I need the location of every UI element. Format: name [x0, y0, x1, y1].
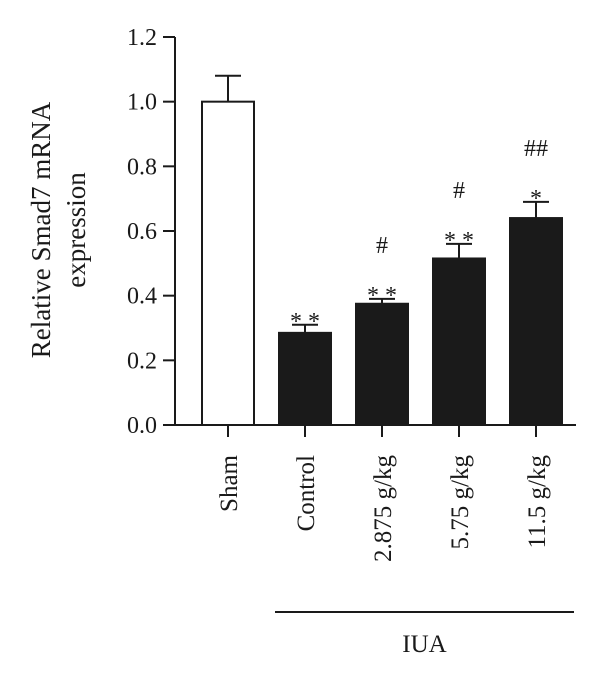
significance-mark: * *	[290, 309, 320, 335]
significance-mark: #	[453, 178, 465, 204]
y-tick-label: 0.6	[127, 219, 157, 245]
y-tick-label: 1.2	[127, 25, 157, 51]
significance-mark: * *	[367, 283, 397, 309]
x-tick-label: Control	[293, 455, 320, 531]
bar	[509, 217, 563, 426]
group-label: IUA	[402, 631, 446, 658]
x-tick-label: 2.875 g/kg	[370, 455, 397, 562]
bar	[278, 331, 332, 427]
y-axis: 0.0 0.2 0.4 0.6 0.8 1.0 1.2	[127, 25, 176, 439]
y-tick-label: 0.2	[127, 348, 157, 374]
x-tick-label: Sham	[216, 454, 243, 512]
x-tick-label: 11.5 g/kg	[524, 455, 551, 549]
y-tick-label: 1.0	[127, 90, 157, 116]
x-axis: Sham Control 2.875 g/kg 5.75 g/kg 11.5 g/kg	[175, 424, 576, 562]
significance-mark: * *	[444, 228, 474, 254]
group-bracket: IUA	[275, 611, 574, 658]
bar	[432, 257, 486, 426]
y-axis-title: Relative Smad7 mRNA expression	[26, 101, 91, 358]
y-axis-title-line-2: expression	[61, 172, 91, 288]
y-tick-label: 0.4	[127, 284, 157, 310]
significance-mark: #	[376, 233, 388, 259]
significance-mark: *	[530, 186, 542, 212]
y-tick-label: 0.8	[127, 154, 157, 180]
y-axis-title-line-1: Relative Smad7 mRNA	[26, 101, 56, 358]
bar	[201, 100, 255, 427]
y-tick-label: 0.0	[127, 413, 157, 439]
x-tick-label: 5.75 g/kg	[447, 455, 474, 550]
bar	[355, 302, 409, 426]
significance-mark: ##	[524, 136, 548, 162]
bars: * * * * # * * # * ##	[201, 74, 563, 427]
